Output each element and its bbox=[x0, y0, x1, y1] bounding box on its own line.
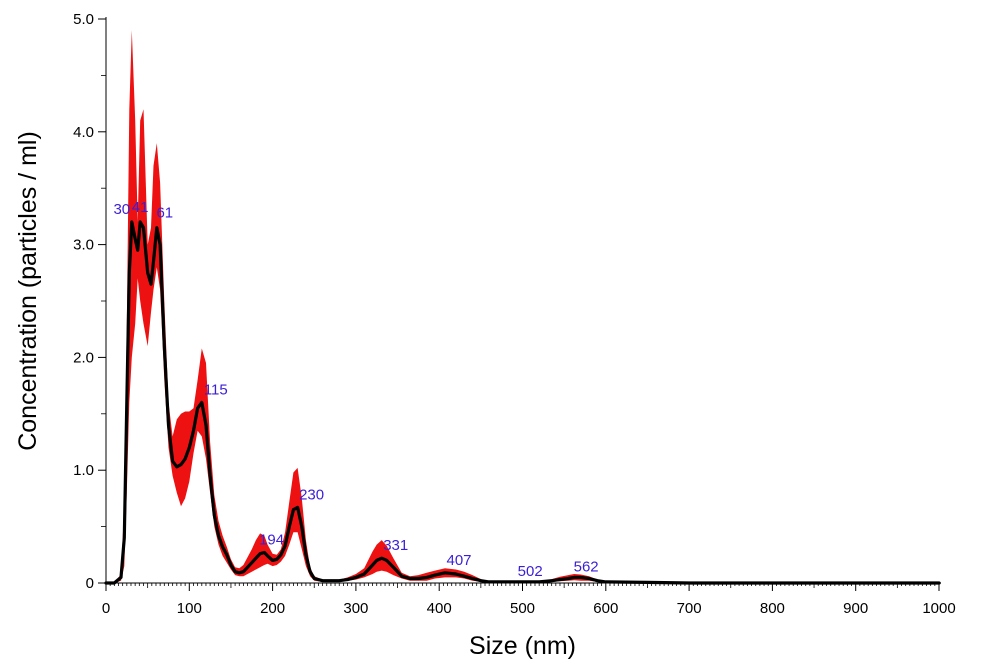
error-band bbox=[106, 30, 939, 584]
peak-label: 61 bbox=[156, 205, 173, 222]
x-tick-label: 500 bbox=[510, 600, 535, 617]
y-tick-label: 4.0 bbox=[73, 124, 94, 141]
x-tick-label: 600 bbox=[593, 600, 618, 617]
x-tick-label: 900 bbox=[843, 600, 868, 617]
y-tick-label: 3.0 bbox=[73, 237, 94, 254]
axes bbox=[105, 17, 941, 584]
x-tick-label: 0 bbox=[102, 600, 110, 617]
peak-label: 502 bbox=[518, 563, 543, 580]
x-tick-label: 800 bbox=[760, 600, 785, 617]
x-tick-label: 100 bbox=[177, 600, 202, 617]
peak-label: 331 bbox=[383, 537, 408, 554]
y-axis-title: Concentration (particles / ml) bbox=[14, 131, 42, 451]
mean-curve bbox=[104, 220, 941, 585]
y-tick-label: 2.0 bbox=[73, 349, 94, 366]
mean-curve-layer bbox=[104, 220, 941, 585]
y-axis-ticks: 0 1.0 2.0 3.0 4.0 5.0 bbox=[73, 11, 106, 592]
peak-label: 41 bbox=[132, 199, 149, 216]
x-tick-label: 200 bbox=[260, 600, 285, 617]
peak-label: 562 bbox=[574, 558, 599, 575]
peak-label: 407 bbox=[447, 552, 472, 569]
error-band-layer bbox=[106, 30, 939, 584]
peak-label: 230 bbox=[299, 486, 324, 503]
x-tick-label: 1000 bbox=[922, 600, 955, 617]
peak-labels: 30 41 61 115 194 230 331 407 502 562 bbox=[113, 199, 598, 580]
x-tick-label: 700 bbox=[677, 600, 702, 617]
peak-label: 30 bbox=[113, 201, 130, 218]
y-tick-label: 5.0 bbox=[73, 11, 94, 28]
x-tick-label: 400 bbox=[427, 600, 452, 617]
peak-label: 115 bbox=[204, 382, 228, 399]
x-axis-ticks: 0 100 200 300 400 500 600 700 800 900 1000 bbox=[102, 583, 956, 617]
y-tick-label: 1.0 bbox=[73, 462, 94, 479]
x-tick-label: 300 bbox=[343, 600, 368, 617]
y-tick-label: 0 bbox=[86, 575, 94, 592]
peak-label: 194 bbox=[259, 532, 284, 549]
x-axis-title: Size (nm) bbox=[469, 632, 576, 660]
